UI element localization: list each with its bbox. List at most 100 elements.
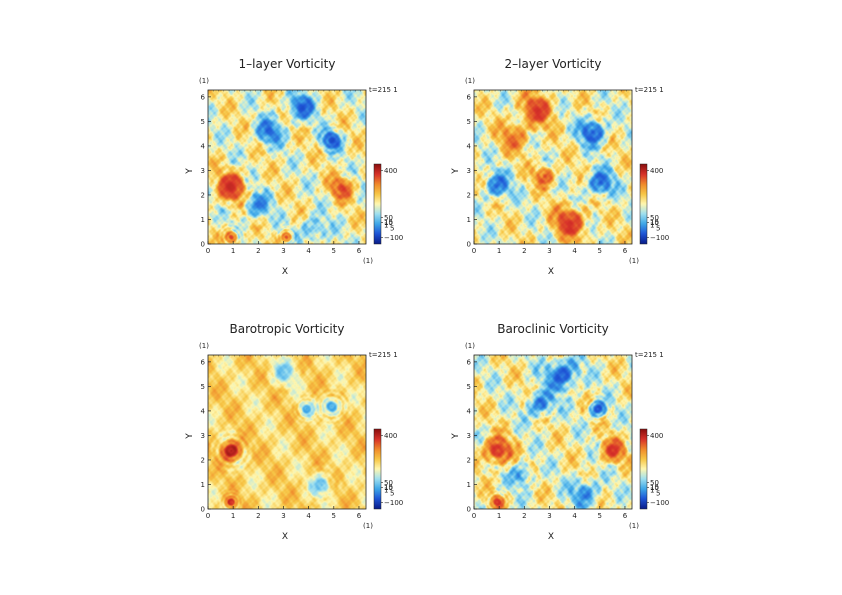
- x-tick-label: 5: [598, 512, 602, 520]
- y-tick-label: 4: [467, 407, 472, 415]
- time-label: t=215 1: [369, 351, 398, 359]
- colorbar-extra-label: 15: [650, 483, 659, 491]
- chart-title: Barotropic Vorticity: [229, 322, 344, 336]
- colorbar-extra-label: 5: [390, 224, 394, 232]
- x-tick-label: 0: [472, 512, 476, 520]
- colorbar-tick-label: 50: [384, 479, 393, 487]
- colorbar-frame: [639, 163, 648, 245]
- colorbar-tick-label: 10: [384, 219, 393, 227]
- y-tick-label: 1: [201, 481, 205, 489]
- x-unit-label: (1): [629, 257, 639, 265]
- colorbar-extra-label: 5: [390, 489, 394, 497]
- y-unit-label: (1): [199, 77, 209, 85]
- colorbar-tick-label: −100: [384, 499, 403, 507]
- y-axis-label: Y: [185, 433, 195, 440]
- colorbar-extra-label: 1: [384, 221, 388, 229]
- x-tick-label: 6: [623, 247, 628, 255]
- y-tick-label: 4: [201, 407, 206, 415]
- x-tick-label: 4: [306, 247, 311, 255]
- colorbar-tick-label: 400: [650, 432, 663, 440]
- x-tick-label: 6: [623, 512, 628, 520]
- x-tick-label: 2: [256, 512, 260, 520]
- x-tick-label: 1: [497, 247, 501, 255]
- x-tick-label: 1: [497, 512, 501, 520]
- x-tick-label: 3: [547, 512, 551, 520]
- colorbar-tick-label: −100: [384, 234, 403, 242]
- x-tick-label: 6: [357, 247, 362, 255]
- x-tick-label: 5: [332, 512, 336, 520]
- vorticity-heatmap: [208, 355, 366, 509]
- x-tick-label: 1: [231, 512, 235, 520]
- y-tick-label: 1: [467, 481, 471, 489]
- colorbar: [640, 429, 647, 509]
- y-tick-label: 3: [201, 167, 205, 175]
- x-tick-label: 3: [547, 247, 551, 255]
- colorbar-tick-label: 10: [384, 484, 393, 492]
- y-tick-label: 0: [201, 241, 205, 249]
- chart-title: 2–layer Vorticity: [505, 57, 602, 71]
- colorbar: [374, 429, 381, 509]
- y-unit-label: (1): [465, 342, 475, 350]
- y-tick-label: 5: [467, 118, 471, 126]
- chart-title: 1–layer Vorticity: [239, 57, 336, 71]
- panel-2: 2–layer Vorticity 0 1 2 3 4 5 6 0 1 2 3 4 5 6 X Y (1) (1) t…: [451, 57, 669, 277]
- colorbar-extra-label: 1: [650, 221, 654, 229]
- colorbar-extra-label: 15: [384, 218, 393, 226]
- y-tick-label: 5: [201, 383, 205, 391]
- y-tick-label: 6: [201, 93, 206, 101]
- x-tick-label: 2: [522, 247, 526, 255]
- colorbar-tick-label: 400: [384, 432, 397, 440]
- time-label: t=215 1: [635, 86, 664, 94]
- colorbar-extra-label: 5: [656, 224, 660, 232]
- colorbar-tick-label: 10: [650, 484, 659, 492]
- y-tick-label: 2: [467, 456, 471, 464]
- y-axis-label: Y: [451, 168, 461, 175]
- x-unit-label: (1): [363, 522, 373, 530]
- colorbar-tick-label: 10: [650, 219, 659, 227]
- y-tick-label: 5: [201, 118, 205, 126]
- chart-title: Baroclinic Vorticity: [497, 322, 609, 336]
- time-label: t=215 1: [369, 86, 398, 94]
- colorbar-extra-label: 15: [650, 218, 659, 226]
- x-tick-label: 3: [281, 512, 285, 520]
- colorbar-tick-label: 400: [650, 167, 663, 175]
- x-axis-label: X: [282, 532, 288, 542]
- vorticity-heatmap: [474, 90, 632, 244]
- x-tick-label: 0: [206, 512, 210, 520]
- y-axis-label: Y: [185, 168, 195, 175]
- y-tick-label: 3: [467, 167, 471, 175]
- colorbar-extra-label: 15: [384, 483, 393, 491]
- y-tick-label: 0: [467, 506, 471, 514]
- x-tick-label: 6: [357, 512, 362, 520]
- y-tick-label: 5: [467, 383, 471, 391]
- colorbar: [640, 164, 647, 244]
- panel-4: Baroclinic Vorticity 0 1 2 3 4 5 6 0 1 2 3 4 5 6 X Y (1) (…: [451, 322, 669, 542]
- x-axis-label: X: [282, 267, 288, 277]
- y-tick-label: 4: [201, 142, 206, 150]
- x-tick-label: 4: [572, 512, 577, 520]
- colorbar-tick-label: 400: [384, 167, 397, 175]
- colorbar-frame: [639, 428, 648, 510]
- colorbar-tick-label: 50: [650, 214, 659, 222]
- panel-1: 1–layer Vorticity 0 1 2 3 4 5 6 0 1 2 3 4 5 6 X Y (1) (1) t…: [185, 57, 403, 277]
- y-tick-label: 2: [201, 456, 205, 464]
- x-unit-label: (1): [363, 257, 373, 265]
- x-axis-label: X: [548, 532, 554, 542]
- y-tick-label: 2: [467, 191, 471, 199]
- x-axis-label: X: [548, 267, 554, 277]
- x-tick-label: 0: [472, 247, 476, 255]
- colorbar-extra-label: 1: [384, 486, 388, 494]
- x-tick-label: 4: [572, 247, 577, 255]
- colorbar-extra-label: 1: [650, 486, 654, 494]
- y-unit-label: (1): [465, 77, 475, 85]
- x-tick-label: 2: [256, 247, 260, 255]
- y-unit-label: (1): [199, 342, 209, 350]
- colorbar-frame: [373, 163, 382, 245]
- panel-3: Barotropic Vorticity 0 1 2 3 4 5 6 0 1 2 3 4 5 6 X Y (1) (…: [185, 322, 403, 542]
- x-tick-label: 5: [598, 247, 602, 255]
- colorbar-tick-label: −100: [650, 499, 669, 507]
- vorticity-heatmap: [208, 90, 366, 244]
- colorbar-tick-label: 50: [384, 214, 393, 222]
- colorbar-extra-label: 5: [656, 489, 660, 497]
